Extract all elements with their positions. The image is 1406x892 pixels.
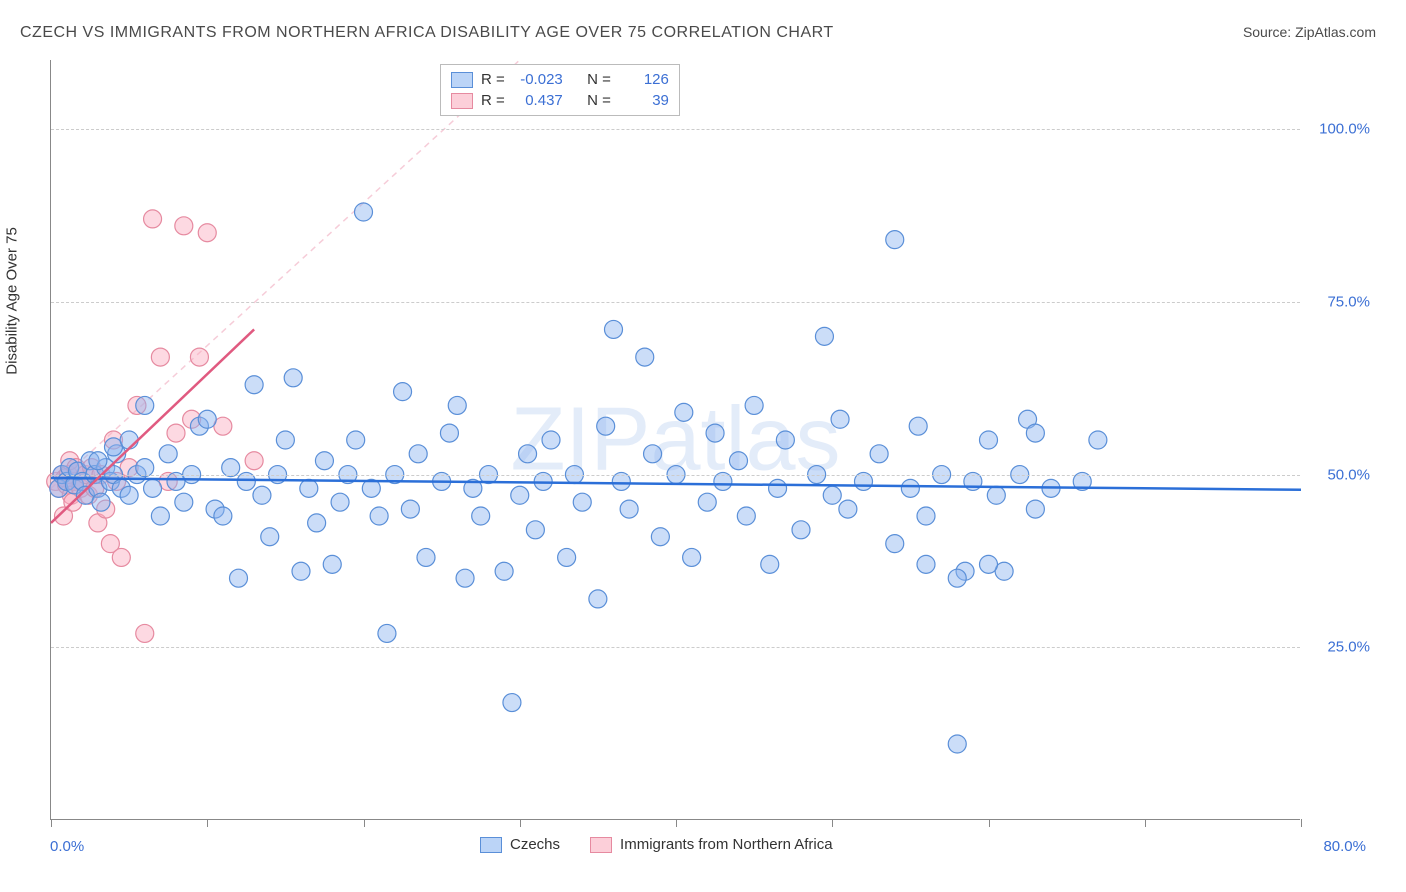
- n-value: 126: [619, 71, 669, 88]
- swatch-blue-icon: [451, 72, 473, 88]
- x-tick: [51, 819, 52, 827]
- x-tick: [1301, 819, 1302, 827]
- gridline: [51, 129, 1300, 130]
- r-value: -0.023: [513, 71, 563, 88]
- n-value: 39: [619, 92, 669, 109]
- legend-item-czechs: Czechs: [480, 836, 560, 853]
- legend-item-immigrants: Immigrants from Northern Africa: [590, 836, 833, 853]
- x-axis-min-label: 0.0%: [50, 838, 84, 855]
- scatter-chart: [51, 60, 1300, 819]
- swatch-pink-icon: [590, 837, 612, 853]
- y-tick-label: 100.0%: [1310, 121, 1370, 138]
- x-tick: [989, 819, 990, 827]
- gridline: [51, 647, 1300, 648]
- x-tick: [207, 819, 208, 827]
- gridline: [51, 475, 1300, 476]
- x-tick: [1145, 819, 1146, 827]
- bottom-legend: Czechs Immigrants from Northern Africa: [480, 836, 833, 853]
- swatch-pink-icon: [451, 93, 473, 109]
- plot-area: ZIPatlas 25.0%50.0%75.0%100.0%: [50, 60, 1300, 820]
- legend-label: Czechs: [510, 836, 560, 853]
- n-label: N =: [587, 92, 611, 109]
- chart-title: CZECH VS IMMIGRANTS FROM NORTHERN AFRICA…: [20, 24, 834, 42]
- n-label: N =: [587, 71, 611, 88]
- stats-row-immigrants: R = 0.437 N = 39: [451, 90, 669, 111]
- x-axis-max-label: 80.0%: [1323, 838, 1366, 855]
- r-label: R =: [481, 71, 505, 88]
- swatch-blue-icon: [480, 837, 502, 853]
- x-tick: [676, 819, 677, 827]
- y-tick-label: 50.0%: [1310, 466, 1370, 483]
- y-tick-label: 75.0%: [1310, 293, 1370, 310]
- gridline: [51, 302, 1300, 303]
- y-tick-label: 25.0%: [1310, 639, 1370, 656]
- x-tick: [364, 819, 365, 827]
- r-value: 0.437: [513, 92, 563, 109]
- stats-row-czechs: R = -0.023 N = 126: [451, 69, 669, 90]
- source-citation: Source: ZipAtlas.com: [1243, 24, 1376, 40]
- stats-legend-box: R = -0.023 N = 126 R = 0.437 N = 39: [440, 64, 680, 116]
- r-label: R =: [481, 92, 505, 109]
- x-tick: [832, 819, 833, 827]
- legend-label: Immigrants from Northern Africa: [620, 836, 833, 853]
- x-tick: [520, 819, 521, 827]
- y-axis-label: Disability Age Over 75: [4, 227, 21, 375]
